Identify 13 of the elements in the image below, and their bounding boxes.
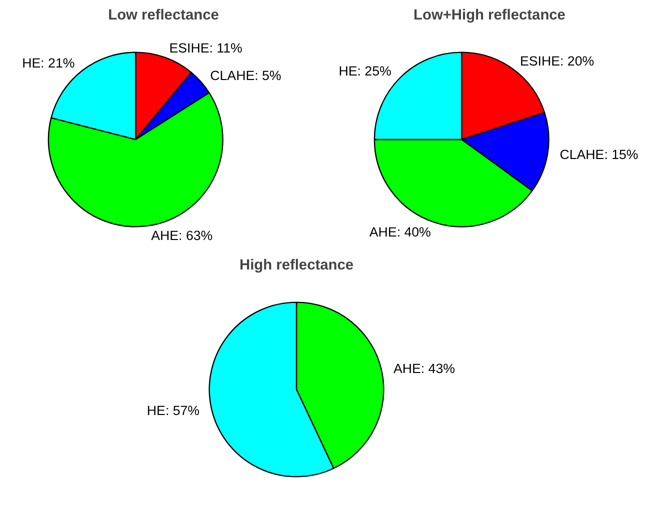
slice-label: HE: 25% [338,63,392,78]
chart-title: High reflectance [239,258,354,274]
chart-title: Low reflectance [108,8,219,24]
slice-label: CLAHE: 5% [210,68,282,83]
slice-label: AHE: 40% [369,224,432,240]
slice-label: HE: 57% [146,403,200,418]
slice-label: ESIHE: 20% [520,53,594,68]
slice-label: CLAHE: 15% [560,147,638,162]
slice-label: AHE: 43% [393,360,456,376]
chart-title: Low+High reflectance [414,8,566,24]
slice-label: HE: 21% [22,55,75,70]
slice-label: AHE: 63% [151,228,213,243]
slice-label: ESIHE: 11% [169,40,243,56]
